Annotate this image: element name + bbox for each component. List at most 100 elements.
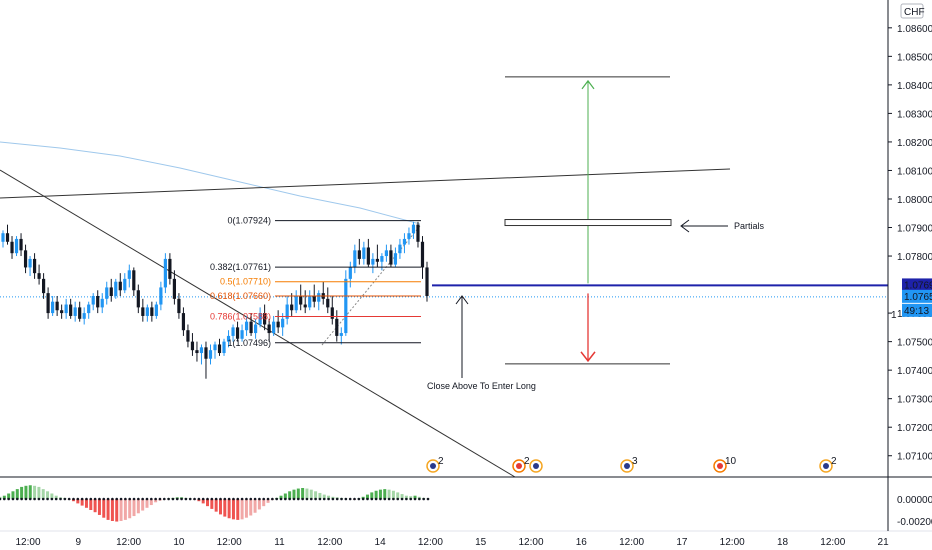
candle-body bbox=[371, 258, 375, 265]
candle-body bbox=[249, 321, 253, 334]
price-axis-label: 1.07400 bbox=[897, 366, 932, 377]
candle-body bbox=[240, 330, 244, 339]
oscillator-zero-dot bbox=[288, 497, 291, 501]
oscillator-zero-dot bbox=[340, 497, 343, 501]
oscillator-zero-dot bbox=[150, 497, 153, 501]
oscillator-zero-dot bbox=[93, 497, 97, 501]
candle-body bbox=[425, 267, 429, 296]
oscillator-zero-dot bbox=[210, 497, 214, 501]
oscillator-zero-dot bbox=[400, 497, 404, 501]
candle-body bbox=[60, 310, 64, 314]
moving-average-line bbox=[0, 141, 421, 225]
candle-body bbox=[186, 330, 190, 342]
candle-body bbox=[118, 281, 122, 291]
oscillator-zero-dot bbox=[379, 497, 382, 501]
oscillator-zero-dot bbox=[418, 497, 421, 501]
fib-level-label: 0(1.07924) bbox=[227, 216, 271, 226]
candle-body bbox=[375, 258, 379, 262]
candle-body bbox=[235, 327, 240, 339]
oscillator-zero-dot bbox=[67, 497, 71, 501]
candle-body bbox=[28, 258, 32, 268]
entry-note-label: Close Above To Enter Long bbox=[427, 381, 536, 391]
candle-body bbox=[317, 293, 321, 302]
oscillator-zero-dot bbox=[85, 497, 88, 501]
time-axis-label: 17 bbox=[676, 537, 688, 548]
event-badge[interactable]: 2 bbox=[426, 456, 444, 473]
price-axis-label: 1.07500 bbox=[897, 338, 932, 349]
candle-body bbox=[204, 347, 208, 359]
candle-body bbox=[14, 238, 19, 254]
event-badge-icon bbox=[823, 463, 829, 469]
oscillator-zero-dot bbox=[206, 497, 209, 501]
event-badges[interactable]: 2 2 3 10 2 bbox=[426, 456, 837, 473]
oscillator-zero-dot bbox=[7, 497, 10, 501]
oscillator-zero-dot bbox=[111, 497, 114, 501]
candle-body bbox=[420, 241, 425, 268]
oscillator-zero-dot bbox=[240, 497, 244, 501]
candle-body bbox=[402, 238, 407, 245]
oscillator-zero-dot bbox=[24, 497, 28, 501]
event-badge[interactable]: 2 bbox=[512, 456, 530, 473]
candle-body bbox=[91, 295, 95, 305]
event-badge-count: 2 bbox=[438, 456, 444, 467]
candle-body bbox=[37, 273, 41, 279]
candle-body bbox=[226, 335, 231, 342]
event-badge[interactable]: 3 bbox=[620, 456, 638, 473]
oscillator-zero-dot bbox=[132, 497, 136, 501]
candle-body bbox=[127, 270, 131, 279]
candle-body bbox=[55, 301, 59, 311]
oscillator-zero-dot bbox=[11, 497, 15, 501]
oscillator-zero-dot bbox=[322, 497, 326, 501]
oscillator-zero-dot bbox=[232, 497, 235, 501]
oscillator-zero-dot bbox=[361, 497, 365, 501]
candle-body bbox=[46, 293, 50, 314]
time-axis-label: 12:00 bbox=[317, 537, 342, 548]
currency-badge-label: CHF bbox=[904, 7, 925, 18]
candle-body bbox=[100, 298, 104, 308]
candle-body bbox=[5, 233, 10, 242]
candle-body bbox=[348, 267, 352, 279]
oscillator-zero-dot bbox=[409, 497, 413, 501]
candle-body bbox=[105, 287, 109, 299]
event-badge-icon bbox=[430, 463, 436, 469]
oscillator-zero-dot bbox=[383, 497, 387, 501]
candle-body bbox=[290, 304, 294, 311]
candle-body bbox=[339, 333, 343, 336]
plot-background[interactable] bbox=[0, 0, 888, 477]
oscillator-zero-dot bbox=[188, 497, 192, 501]
time-axis-label: 15 bbox=[475, 537, 487, 548]
oscillator-zero-dot bbox=[301, 497, 304, 501]
time-axis-label: 18 bbox=[777, 537, 789, 548]
partials-zone[interactable] bbox=[504, 219, 672, 227]
fibonacci-retracement[interactable]: 0(1.07924) 0.382(1.07761) 0.5(1.07710) 0.61… bbox=[210, 216, 421, 348]
oscillator-zero-dot bbox=[245, 497, 248, 501]
price-axis-label: 1.07800 bbox=[897, 252, 932, 263]
candle-body bbox=[154, 304, 158, 316]
oscillator-zero-dot bbox=[41, 497, 45, 501]
candle-body bbox=[23, 250, 28, 268]
oscillator-zero-dot bbox=[115, 497, 119, 501]
time-axis-label: 14 bbox=[375, 537, 387, 548]
price-axis-label: 1.07900 bbox=[897, 224, 932, 235]
event-badge[interactable]: 2 bbox=[819, 456, 837, 473]
price-tag-label: 1.07697 bbox=[904, 280, 932, 291]
candle-body bbox=[362, 247, 366, 259]
time-axis-label: 12:00 bbox=[217, 537, 242, 548]
candle-body bbox=[335, 318, 339, 336]
price-chart-area[interactable] bbox=[0, 0, 888, 477]
candle-body bbox=[357, 250, 361, 259]
candle-body bbox=[195, 350, 199, 354]
candle-body bbox=[64, 304, 68, 314]
candle-body bbox=[168, 258, 172, 279]
event-badge[interactable] bbox=[529, 459, 543, 473]
oscillator-zero-dot bbox=[219, 497, 222, 501]
candle-body bbox=[177, 298, 181, 314]
price-axis-label: 1 bbox=[891, 310, 897, 321]
currency-badge[interactable] bbox=[900, 3, 924, 19]
descending-trendline bbox=[0, 169, 516, 478]
oscillator-panel: 0.00000 -0.00200 bbox=[0, 476, 932, 532]
event-badge[interactable]: 10 bbox=[713, 456, 737, 473]
candle-body bbox=[123, 278, 127, 291]
oscillator-zero-dot bbox=[137, 497, 140, 501]
